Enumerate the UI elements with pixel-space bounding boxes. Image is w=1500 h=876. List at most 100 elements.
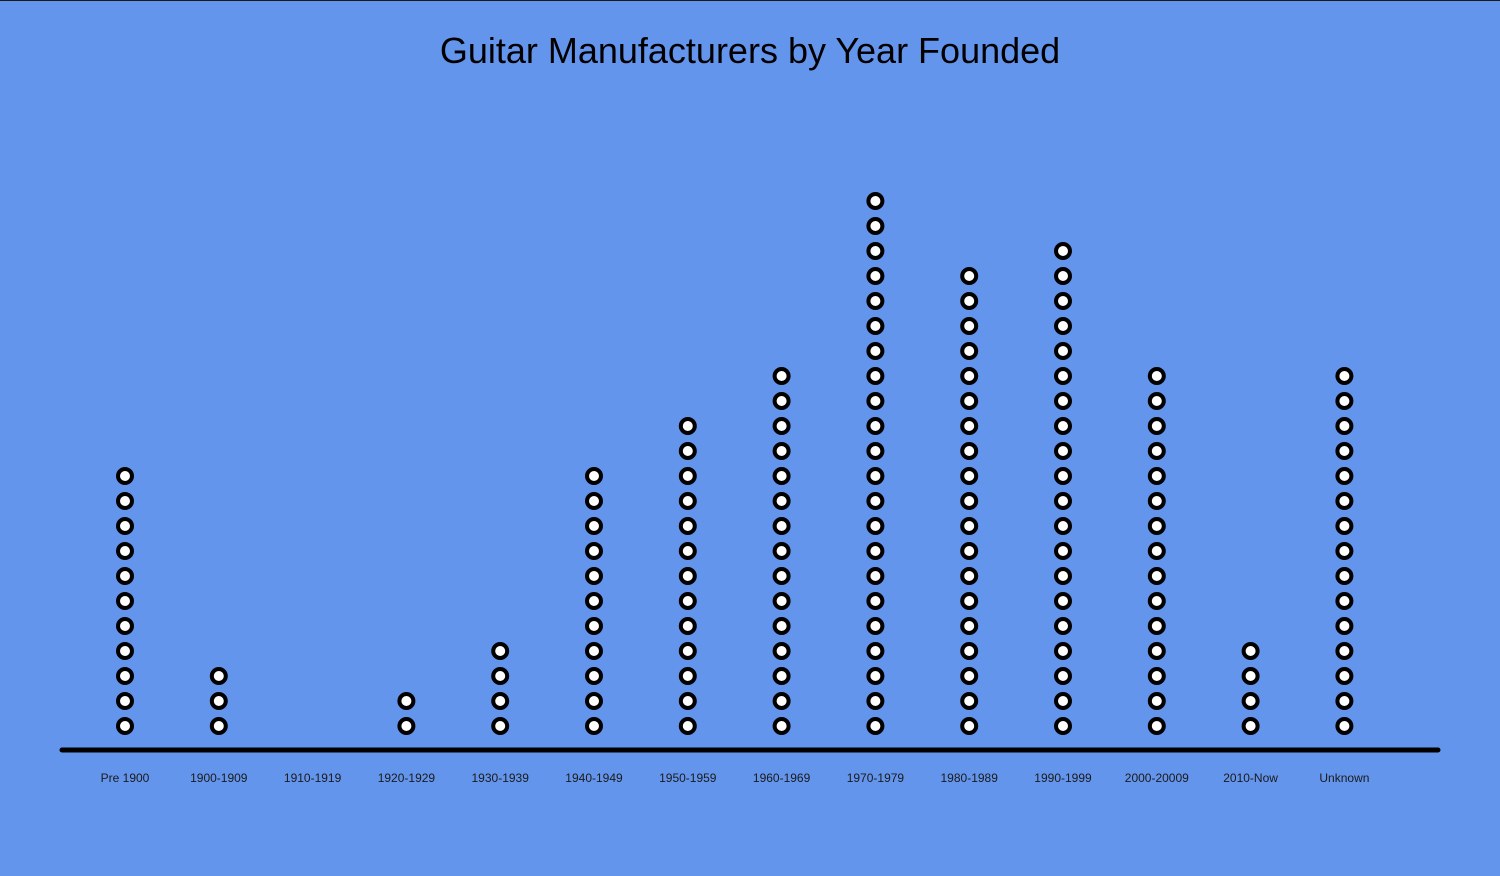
dot-marker — [116, 592, 134, 610]
dot-marker — [1335, 542, 1354, 560]
dot-marker — [1147, 467, 1166, 485]
dot-marker — [585, 617, 603, 635]
dot-marker — [491, 692, 510, 710]
dot-marker — [1054, 717, 1072, 735]
dot-marker — [1335, 467, 1354, 485]
dot-marker — [772, 417, 791, 435]
dot-marker — [585, 642, 603, 660]
dot-marker — [772, 542, 791, 560]
dot-marker — [1147, 517, 1166, 535]
dot-marker — [772, 517, 791, 535]
x-tick-label: 1980-1989 — [941, 771, 999, 785]
x-tick-label: 1910-1919 — [284, 771, 342, 785]
dot-marker — [960, 342, 979, 360]
dot-marker — [772, 592, 791, 610]
dot-marker — [1054, 592, 1072, 610]
x-tick-label: 2000-20009 — [1125, 771, 1189, 785]
dot-marker — [585, 592, 603, 610]
dot-marker — [491, 642, 510, 660]
dot-marker — [960, 542, 979, 560]
dot-marker — [772, 367, 791, 385]
dot-marker — [1335, 517, 1354, 535]
x-tick-label: Pre 1900 — [101, 771, 150, 785]
dot-marker — [1335, 492, 1354, 510]
dot-marker — [678, 717, 697, 735]
dot-marker — [866, 417, 885, 435]
dot-marker — [397, 717, 416, 735]
dot-marker — [1054, 567, 1072, 585]
dot-marker — [1054, 517, 1072, 535]
dot-marker — [585, 542, 603, 560]
dot-marker — [866, 567, 885, 585]
dot-marker — [1335, 442, 1354, 460]
dot-marker — [960, 592, 979, 610]
dot-marker — [585, 567, 603, 585]
dot-marker — [678, 442, 697, 460]
dot-marker — [1147, 717, 1166, 735]
dot-marker — [1335, 392, 1354, 410]
dot-marker — [866, 642, 885, 660]
dot-marker — [866, 292, 885, 310]
dot-marker — [866, 242, 885, 260]
dot-marker — [1147, 667, 1166, 685]
dot-marker — [866, 442, 885, 460]
dot-marker — [1054, 292, 1072, 310]
dot-marker — [116, 567, 134, 585]
x-tick-labels: Pre 1900 1900-1909 1910-1919 1920-1929 1930-… — [101, 771, 1370, 785]
dot-marker — [678, 617, 697, 635]
x-tick-label: 1990-1999 — [1034, 771, 1092, 785]
dot-marker — [960, 442, 979, 460]
dot-marker — [1054, 617, 1072, 635]
dot-marker — [491, 717, 510, 735]
dot-marker — [585, 492, 603, 510]
dot-marker — [866, 617, 885, 635]
dot-marker — [678, 567, 697, 585]
dot-marker — [491, 667, 510, 685]
dot-marker — [772, 717, 791, 735]
dot-marker — [1054, 442, 1072, 460]
dot-marker — [1147, 492, 1166, 510]
dot-marker — [960, 267, 979, 285]
dot-marker — [1335, 692, 1354, 710]
dot-marker — [866, 667, 885, 685]
dot-marker — [1147, 592, 1166, 610]
dot-marker — [585, 467, 603, 485]
dot-marker — [866, 692, 885, 710]
dot-marker — [866, 367, 885, 385]
dot-marker — [1147, 392, 1166, 410]
dot-marker — [1054, 267, 1072, 285]
dot-markers — [116, 192, 1354, 735]
top-border — [0, 0, 1500, 1]
dot-marker — [960, 367, 979, 385]
x-tick-label: 1920-1929 — [378, 771, 436, 785]
x-tick-label: 2010-Now — [1223, 771, 1278, 785]
dot-marker — [772, 642, 791, 660]
x-tick-label: Unknown — [1319, 771, 1369, 785]
dot-marker — [1147, 367, 1166, 385]
dot-marker — [866, 317, 885, 335]
dot-marker — [585, 717, 603, 735]
dot-marker — [960, 692, 979, 710]
dot-marker — [1335, 417, 1354, 435]
dot-marker — [866, 717, 885, 735]
dot-marker — [1054, 317, 1072, 335]
dot-marker — [116, 542, 134, 560]
x-tick-label: 1940-1949 — [565, 771, 623, 785]
dot-marker — [1241, 717, 1260, 735]
dot-marker — [678, 542, 697, 560]
dot-marker — [866, 342, 885, 360]
dot-marker — [772, 617, 791, 635]
dot-marker — [960, 617, 979, 635]
dot-marker — [1054, 692, 1072, 710]
dot-marker — [209, 667, 228, 685]
dot-marker — [116, 667, 134, 685]
dot-marker — [397, 692, 416, 710]
dot-marker — [116, 517, 134, 535]
dot-marker — [866, 517, 885, 535]
dot-marker — [960, 667, 979, 685]
x-tick-label: 1900-1909 — [190, 771, 248, 785]
dot-marker — [960, 517, 979, 535]
dot-marker — [116, 642, 134, 660]
dot-marker — [678, 642, 697, 660]
